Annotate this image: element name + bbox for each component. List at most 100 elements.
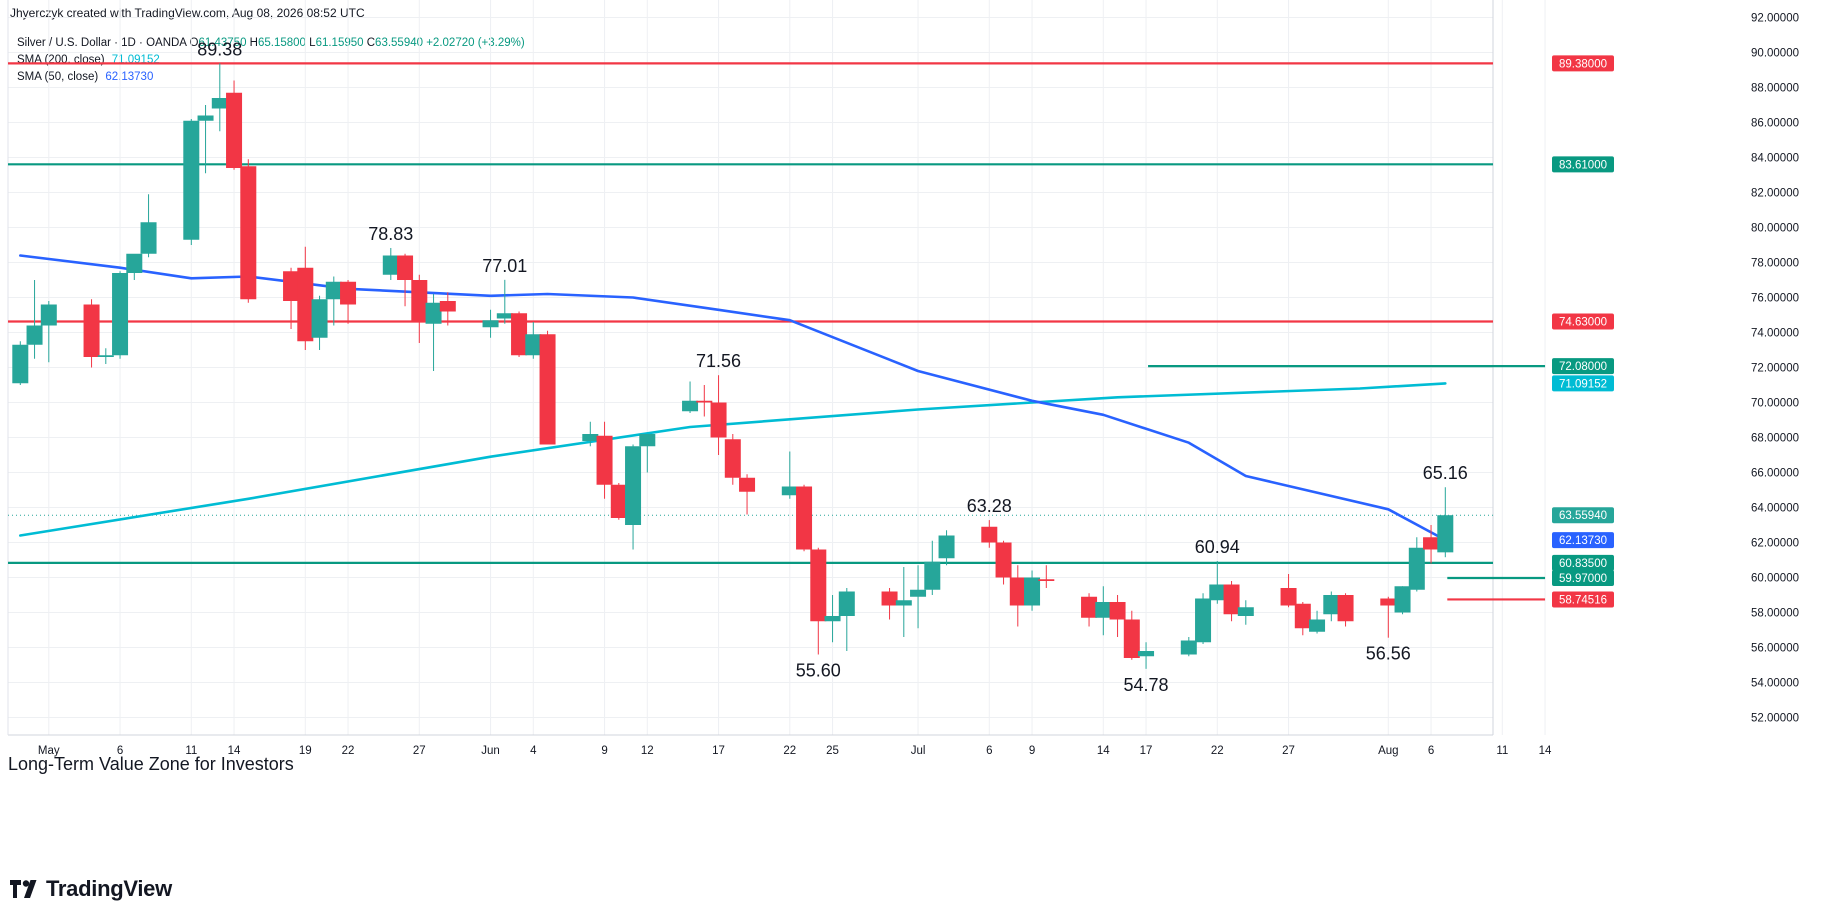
candle <box>539 330 556 445</box>
candle <box>197 105 214 174</box>
candle-body <box>910 589 927 597</box>
y-tick-label: 86.00000 <box>1751 118 1799 130</box>
candle-body <box>995 542 1012 578</box>
x-tick-label: 25 <box>826 745 839 757</box>
segment-price-tag-bg <box>1552 570 1614 587</box>
candle-body <box>283 271 300 301</box>
candle <box>183 119 200 245</box>
candle-body <box>226 92 243 168</box>
y-tick-label: 54.00000 <box>1751 678 1799 690</box>
candle-body <box>240 166 257 300</box>
candle <box>12 341 29 385</box>
candle <box>226 80 243 170</box>
candle-body <box>1237 607 1254 616</box>
candle <box>1138 642 1155 669</box>
candle-body <box>1423 537 1440 550</box>
candle-body <box>411 280 428 322</box>
x-tick-label: 14 <box>228 745 241 757</box>
y-tick-label: 82.00000 <box>1751 188 1799 200</box>
y-tick-label: 80.00000 <box>1751 223 1799 235</box>
tradingview-logo-text: TradingView <box>46 876 172 901</box>
candle <box>710 375 727 455</box>
indicator-price-tag-bg <box>1552 532 1614 549</box>
indicator-price-tag-bg <box>1552 375 1614 392</box>
candle <box>838 588 855 651</box>
candle <box>325 276 342 326</box>
candle-body <box>311 299 328 338</box>
candle <box>439 292 456 326</box>
candle-body <box>40 304 57 326</box>
candle <box>411 274 428 343</box>
candle-body <box>639 434 656 447</box>
candle-body <box>1109 602 1126 620</box>
candle-body <box>824 616 841 622</box>
candle <box>824 595 841 643</box>
x-tick-label: 6 <box>1428 745 1434 757</box>
candle <box>610 483 627 520</box>
level-price-tag-bg <box>1552 55 1614 72</box>
candle-body <box>211 98 228 109</box>
candle <box>981 520 998 548</box>
candle-body <box>938 535 955 559</box>
candle <box>211 63 228 132</box>
y-tick-label: 68.00000 <box>1751 433 1799 445</box>
candle <box>881 588 898 620</box>
ohlc-change: +2.02720 (+3.29%) <box>426 37 525 49</box>
x-tick-label: 14 <box>1539 745 1552 757</box>
y-tick-label: 58.00000 <box>1751 608 1799 620</box>
candle <box>995 540 1012 585</box>
candle <box>1394 586 1411 615</box>
candle <box>895 567 912 637</box>
candle-body <box>838 591 855 616</box>
segment-price-tag: 58.74516 <box>1559 594 1607 606</box>
candle-body <box>1223 584 1240 615</box>
candle-body <box>1394 586 1411 613</box>
x-tick-label: Jun <box>481 745 500 757</box>
candle-body <box>382 255 399 275</box>
candle-body <box>539 334 556 445</box>
x-tick-label: Jul <box>911 745 926 757</box>
sma50-legend-row[interactable]: SMA (50, close) 62.13730 <box>17 69 525 86</box>
x-tick-label: 9 <box>601 745 607 757</box>
candle <box>639 434 656 473</box>
candle <box>311 295 328 350</box>
candle-body <box>1380 598 1397 606</box>
price-annotation: 55.60 <box>796 661 841 681</box>
candle <box>1109 595 1126 637</box>
price-annotation: 65.16 <box>1423 463 1468 483</box>
candle-body <box>511 313 528 356</box>
tradingview-logo[interactable]: TradingView <box>10 876 172 902</box>
indicator-price-tag-bg <box>1552 507 1614 524</box>
level-price-tag: 83.61000 <box>1559 159 1607 171</box>
candle <box>1237 600 1254 625</box>
candle-body <box>1437 515 1454 553</box>
candle <box>382 247 399 280</box>
candle-body <box>625 446 642 525</box>
candle <box>1223 581 1240 622</box>
candle <box>1294 602 1311 636</box>
x-tick-label: 12 <box>641 745 654 757</box>
y-tick-label: 70.00000 <box>1751 398 1799 410</box>
x-tick-label: 17 <box>712 745 725 757</box>
y-tick-label: 60.00000 <box>1751 573 1799 585</box>
candle <box>425 294 442 371</box>
sma50-legend-label: SMA (50, close) <box>17 71 99 83</box>
candle-body <box>297 267 314 342</box>
candle <box>1323 591 1340 622</box>
level-price-tag: 60.83500 <box>1559 558 1607 570</box>
y-tick-label: 66.00000 <box>1751 468 1799 480</box>
price-annotation: 56.56 <box>1366 644 1411 664</box>
candle <box>126 253 143 280</box>
candle <box>696 385 713 417</box>
price-annotation: 89.38 <box>197 39 242 59</box>
y-tick-label: 64.00000 <box>1751 503 1799 515</box>
price-annotation: 78.83 <box>368 224 413 244</box>
candle <box>924 540 941 595</box>
price-annotation: 77.01 <box>482 256 527 276</box>
candle-body <box>1138 651 1155 657</box>
candle-body <box>1123 619 1140 658</box>
candle <box>140 194 157 258</box>
candle-body <box>197 115 214 121</box>
candle <box>525 322 542 359</box>
